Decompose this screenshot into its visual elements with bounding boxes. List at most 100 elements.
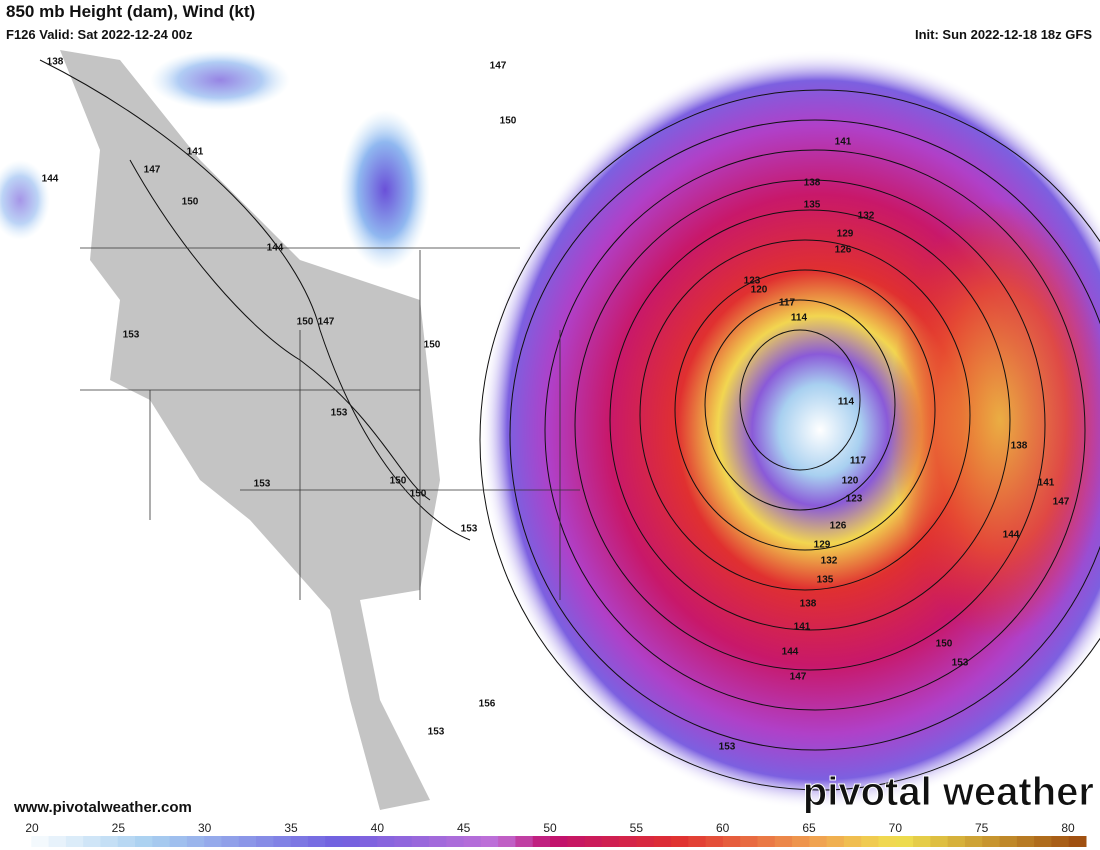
colorbar-swatch [135, 836, 153, 847]
wind-jet-core [890, 200, 1100, 640]
colorbar-swatch [913, 836, 931, 847]
contour-label: 144 [782, 647, 799, 658]
contour-label: 147 [318, 317, 335, 328]
colorbar-swatch [671, 836, 689, 847]
init-time: Init: Sun 2022-12-18 18z GFS [915, 27, 1092, 42]
terrain [60, 50, 440, 810]
colorbar-swatch [152, 836, 171, 847]
colorbar-swatch [601, 836, 620, 847]
colorbar-swatch [878, 836, 897, 847]
colorbar-swatch [48, 836, 67, 847]
colorbar-tick-label: 40 [371, 821, 385, 835]
colorbar-swatch [515, 836, 534, 847]
contour-label: 129 [837, 229, 854, 240]
contour-label: 120 [842, 476, 859, 487]
website: www.pivotalweather.com [13, 799, 192, 816]
colorbar-swatch [342, 836, 361, 847]
colorbar-swatch [428, 836, 447, 847]
colorbar-swatch [31, 836, 50, 847]
contour-label: 132 [858, 211, 875, 222]
contour-label: 150 [410, 489, 427, 500]
colorbar-swatch [1034, 836, 1052, 847]
contour-label: 114 [791, 313, 808, 324]
colorbar: 20 25 30 35 40 45 50 55 60 65 70 75 80 [14, 821, 1087, 847]
colorbar-tick-label: 45 [457, 821, 471, 835]
colorbar-swatch [705, 836, 724, 847]
colorbar-swatch [999, 836, 1018, 847]
colorbar-swatch [947, 836, 966, 847]
contour-label: 141 [1038, 478, 1055, 489]
contour-label: 123 [744, 276, 761, 287]
colorbar-tick-label: 25 [112, 821, 126, 835]
contour-label: 132 [821, 556, 838, 567]
colorbar-swatch [411, 836, 430, 847]
contour-label: 153 [952, 658, 969, 669]
height-contours [39, 59, 1100, 791]
colorbar-tick-label: 75 [975, 821, 989, 835]
colorbar-swatch [273, 836, 292, 847]
colorbar-swatch [204, 836, 222, 847]
contour-label: 153 [254, 479, 271, 490]
colorbar-tick-label: 60 [716, 821, 730, 835]
wind-blob [340, 110, 430, 270]
colorbar-swatch [930, 836, 949, 847]
wind-blob [0, 160, 50, 240]
colorbar-tick-label: 30 [198, 821, 212, 835]
colorbar-swatch [619, 836, 637, 847]
contour-label: 150 [424, 340, 441, 351]
contour-label: 117 [850, 456, 867, 467]
colorbar-swatch [186, 836, 205, 847]
contour-label: 147 [144, 165, 161, 176]
colorbar-swatch [809, 836, 828, 847]
colorbar-swatch [169, 836, 188, 847]
contour-label: 138 [800, 599, 817, 610]
contour-label: 150 [182, 197, 199, 208]
colorbar-swatch [688, 836, 707, 847]
contour-label: 144 [42, 174, 59, 185]
colorbar-swatch [238, 836, 257, 847]
contour-label: 150 [500, 116, 517, 127]
colorbar-swatch [14, 836, 32, 847]
colorbar-tick-label: 65 [802, 821, 816, 835]
colorbar-swatch [584, 836, 603, 847]
colorbar-swatch [740, 836, 758, 847]
contour-label: 147 [490, 61, 507, 72]
colorbar-swatch [982, 836, 1001, 847]
colorbar-swatch [117, 836, 136, 847]
map-title: 850 mb Height (dam), Wind (kt) [6, 2, 255, 21]
colorbar-swatch [532, 836, 551, 847]
boundaries [80, 247, 580, 600]
contour-label: 114 [838, 397, 855, 408]
contour-label: 147 [1053, 497, 1070, 508]
contour-label: 156 [479, 699, 496, 710]
colorbar-tick-label: 80 [1061, 821, 1075, 835]
contour-label: 144 [267, 243, 284, 254]
colorbar-swatch [325, 836, 344, 847]
contour-label: 135 [804, 200, 821, 211]
contour-label: 138 [804, 178, 821, 189]
colorbar-tick-label: 35 [284, 821, 298, 835]
colorbar-swatch [290, 836, 309, 847]
colorbar-swatch [463, 836, 482, 847]
colorbar-swatch [1016, 836, 1035, 847]
colorbar-swatch [757, 836, 776, 847]
colorbar-swatch [636, 836, 655, 847]
contour-label: 144 [1003, 530, 1020, 541]
colorbar-tick-label: 55 [630, 821, 644, 835]
colorbar-tick-label: 20 [25, 821, 39, 835]
valid-time: F126 Valid: Sat 2022-12-24 00z [6, 27, 193, 42]
contour-label: 120 [751, 285, 768, 296]
colorbar-swatch [792, 836, 810, 847]
colorbar-swatch [653, 836, 672, 847]
contour-label: 153 [461, 524, 478, 535]
colorbar-swatch [826, 836, 845, 847]
colorbar-swatch [1051, 836, 1070, 847]
contour-label: 141 [835, 137, 852, 148]
logo: pivotal weather [803, 770, 1094, 814]
colorbar-swatch [256, 836, 274, 847]
colorbar-swatch [861, 836, 880, 847]
colorbar-swatch [446, 836, 465, 847]
contour-label: 150 [936, 639, 953, 650]
